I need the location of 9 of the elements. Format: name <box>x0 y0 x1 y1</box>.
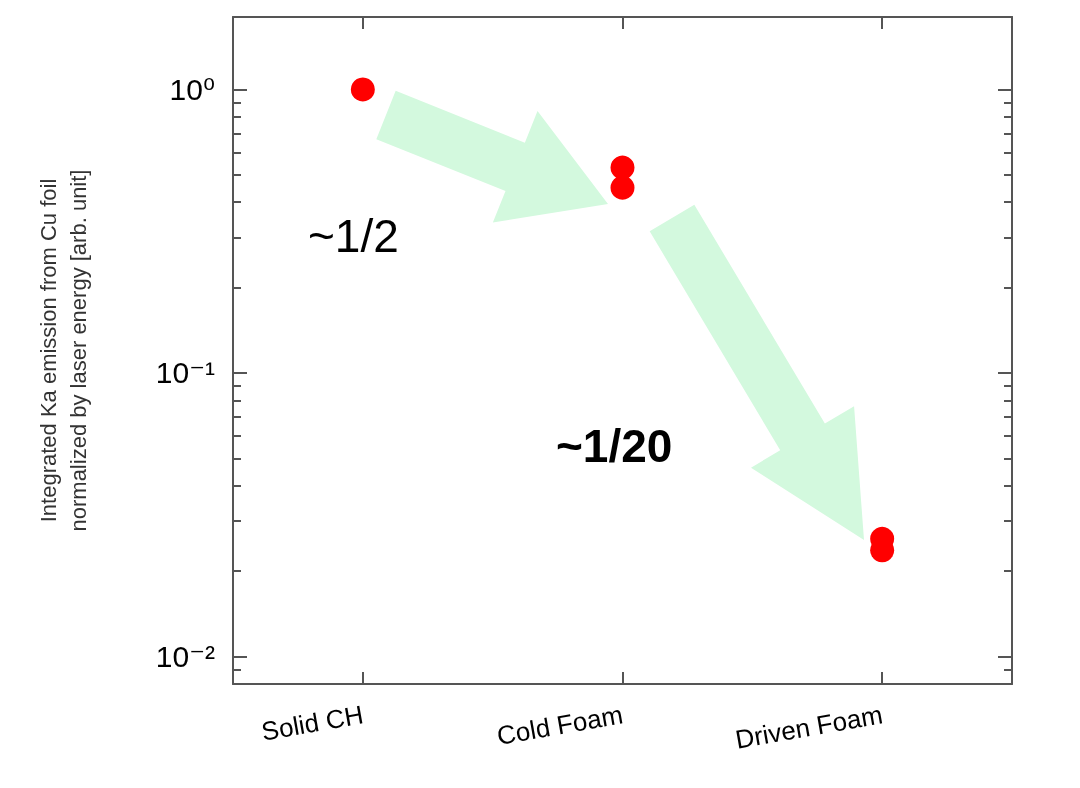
annotation: ~1/2 <box>308 210 399 262</box>
y-tick-label: 10⁻¹ <box>155 356 215 390</box>
annotation: ~1/20 <box>556 420 673 472</box>
y-axis-title: Integrated Ka emission from Cu foil normalized by laser energy [arb. unit] <box>35 169 91 532</box>
x-tick-label: Driven Foam <box>733 699 885 755</box>
x-tick-label: Cold Foam <box>494 699 626 751</box>
y-tick-label: 10⁻² <box>155 640 215 674</box>
y-tick-label: 10⁰ <box>169 72 215 106</box>
x-tick-label: Solid CH <box>259 699 366 747</box>
